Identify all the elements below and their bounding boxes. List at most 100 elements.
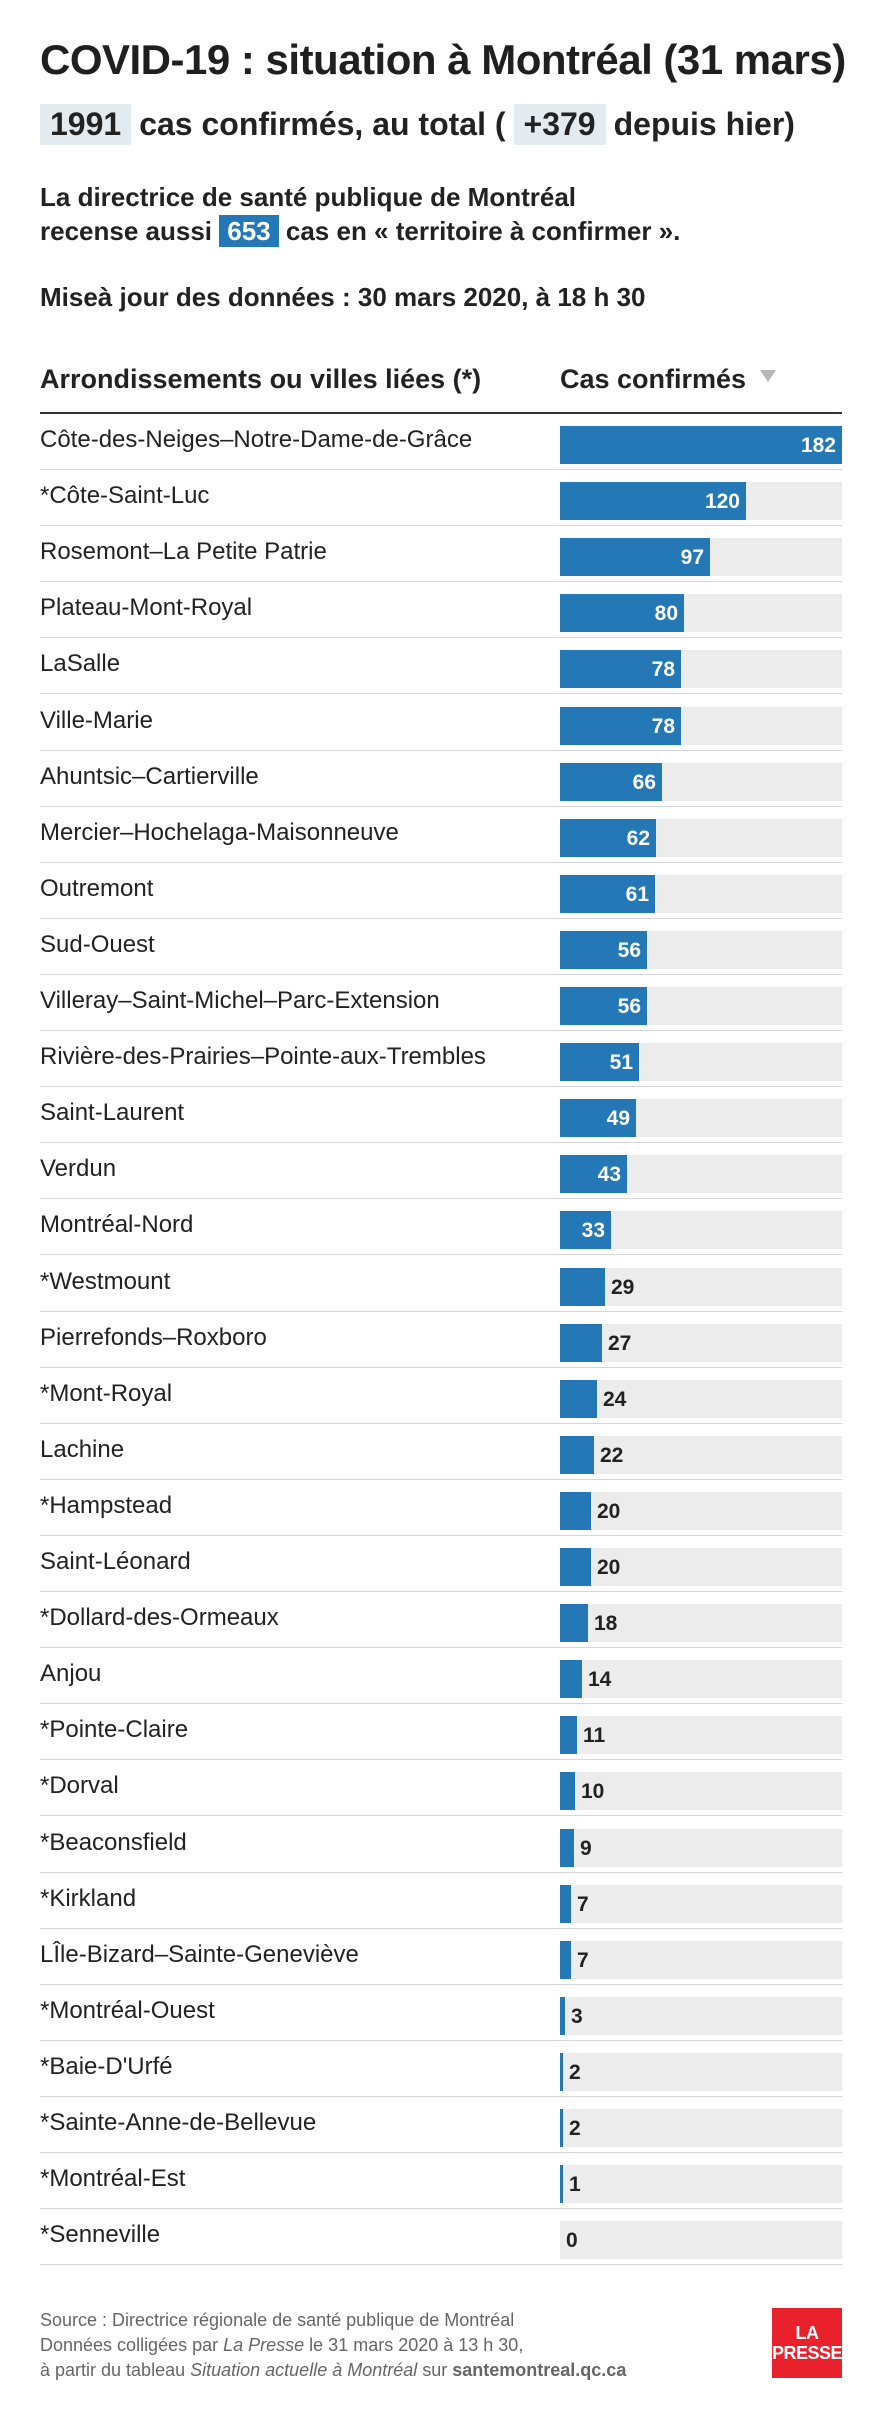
update-date: Miseà jour des données : 30 mars 2020, à… xyxy=(40,282,646,312)
bar-value-label: 43 xyxy=(597,1163,621,1187)
bar xyxy=(560,1884,571,1923)
table-row: *Hampstead 20 xyxy=(0,1480,880,1536)
row-divider xyxy=(40,525,842,527)
bar xyxy=(560,874,655,913)
row-label: Ahuntsic–Cartierville xyxy=(40,762,259,790)
la-presse-logo: LA PRESSE xyxy=(772,2308,843,2378)
bar-value-label: 80 xyxy=(654,602,678,626)
row-divider xyxy=(40,469,842,470)
row-label: Lachine xyxy=(40,1435,125,1463)
bar xyxy=(560,1099,636,1138)
bar-track xyxy=(560,1604,842,1643)
total-cases-text: cas confirmés, au total ( xyxy=(139,106,506,142)
row-label: Verdun xyxy=(40,1155,117,1183)
para-line-1: La directrice de santé publique de Montr… xyxy=(40,182,577,212)
row-divider xyxy=(40,2095,842,2097)
row-label: *Mont-Royal xyxy=(40,1379,173,1407)
row-divider xyxy=(40,1871,842,1873)
bar-value-label: 11 xyxy=(583,1724,606,1748)
row-label: LÎle-Bizard–Sainte-Geneviève xyxy=(40,1940,359,1968)
bar-track xyxy=(560,1772,842,1811)
row-label: *Montréal-Ouest xyxy=(40,1996,215,2024)
table-row: *Dorval 10 xyxy=(0,1760,880,1817)
row-label: Outremont xyxy=(40,874,154,902)
table-row: Outremont 61 xyxy=(0,863,880,919)
bar xyxy=(560,1323,602,1362)
bar xyxy=(560,1043,639,1082)
row-label: Sud-Ouest xyxy=(40,930,155,958)
table-row: Saint-Léonard 20 xyxy=(0,1536,880,1592)
bar-value-label: 49 xyxy=(606,1107,630,1131)
row-label: *Dollard-des-Ormeaux xyxy=(40,1604,279,1632)
bar-track xyxy=(560,2221,842,2260)
bar-value-label: 20 xyxy=(597,1499,621,1523)
bar-value-label: 20 xyxy=(597,1556,621,1579)
table-row: Montréal-Nord 33 xyxy=(0,1199,880,1256)
bar xyxy=(560,594,684,633)
page-title: COVID-19 : situation à Montréal (31 mars… xyxy=(40,36,846,83)
table-row: Rivière-des-Prairies–Pointe-aux-Trembles… xyxy=(0,1031,880,1088)
bar-track xyxy=(560,1379,842,1418)
bar-value-label: 61 xyxy=(625,882,649,906)
bar-value-label: 56 xyxy=(617,995,641,1018)
sort-desc-icon[interactable] xyxy=(760,370,776,382)
bar xyxy=(560,1379,597,1418)
bar xyxy=(560,930,647,969)
bar-track xyxy=(560,1267,842,1306)
bar xyxy=(560,1548,591,1586)
column-header-cases[interactable]: Cas confirmés xyxy=(560,364,747,394)
bar-value-label: 56 xyxy=(617,938,641,962)
table-row: *Senneville 0 xyxy=(0,2209,880,2266)
table-row: *Beaconsfield 9 xyxy=(0,1817,880,1873)
table-row: Rosemont–La Petite Patrie 97 xyxy=(0,526,880,583)
table-row: LÎle-Bizard–Sainte-Geneviève 7 xyxy=(0,1929,880,1985)
table-name: Situation actuelle à Montréal xyxy=(190,2360,418,2380)
table-row: *Montréal-Ouest 3 xyxy=(0,1985,880,2041)
bar-track xyxy=(560,1323,842,1362)
bar-value-label: 24 xyxy=(603,1387,627,1411)
bar-track xyxy=(560,1435,842,1474)
table-row: Pierrefonds–Roxboro 27 xyxy=(0,1312,880,1368)
row-label: *Beaconsfield xyxy=(40,1828,187,1856)
bar-track xyxy=(560,1828,842,1867)
bar xyxy=(560,1267,605,1306)
row-divider xyxy=(40,917,842,919)
territory-value-badge: 653 xyxy=(219,215,279,247)
source-site-link[interactable]: santemontreal.qc.ca xyxy=(452,2360,627,2380)
bar xyxy=(560,1940,571,1979)
bar-value-label: 78 xyxy=(651,658,675,682)
row-divider xyxy=(40,1591,842,1592)
bar-track xyxy=(560,1660,842,1699)
row-label: *Pointe-Claire xyxy=(40,1716,189,1744)
row-divider xyxy=(40,1254,842,1256)
row-label: Rivière-des-Prairies–Pointe-aux-Trembles xyxy=(40,1043,486,1071)
bar-value-label: 33 xyxy=(581,1219,605,1243)
table-mid: sur xyxy=(417,2360,453,2380)
bar-value-label: 182 xyxy=(800,434,836,457)
row-label: Mercier–Hochelaga-Maisonneuve xyxy=(40,818,399,846)
bar xyxy=(560,1491,591,1530)
table-row: *Baie-D'Urfé 2 xyxy=(0,2041,880,2097)
row-label: Montréal-Nord xyxy=(40,1211,194,1239)
total-summary: 1991 cas confirmés, au total ( +379 depu… xyxy=(40,104,795,145)
row-divider xyxy=(40,1310,842,1312)
table-row: *Côte-Saint-Luc 120 xyxy=(0,470,880,527)
bar-track xyxy=(560,2109,842,2147)
row-label: *Sainte-Anne-de-Bellevue xyxy=(40,2109,317,2136)
bar xyxy=(560,2052,563,2091)
row-divider xyxy=(40,1647,842,1649)
bar-track xyxy=(560,2165,842,2204)
row-label: Plateau-Mont-Royal xyxy=(40,594,253,622)
row-divider xyxy=(40,1422,842,1424)
row-divider xyxy=(40,2039,842,2041)
bar-value-label: 27 xyxy=(608,1331,632,1355)
row-label: Côte-des-Neiges–Notre-Dame-de-Grâce xyxy=(40,426,473,453)
bar-value-label: 2 xyxy=(569,2060,581,2084)
row-divider xyxy=(40,1983,842,1985)
para-line-2: recense aussi 653 cas en « territoire à … xyxy=(40,214,680,248)
table-pre: à partir du tableau xyxy=(40,2360,191,2380)
bar xyxy=(560,818,656,857)
table-row: Ahuntsic–Cartierville 66 xyxy=(0,751,880,807)
table-row: LaSalle 78 xyxy=(0,638,880,695)
